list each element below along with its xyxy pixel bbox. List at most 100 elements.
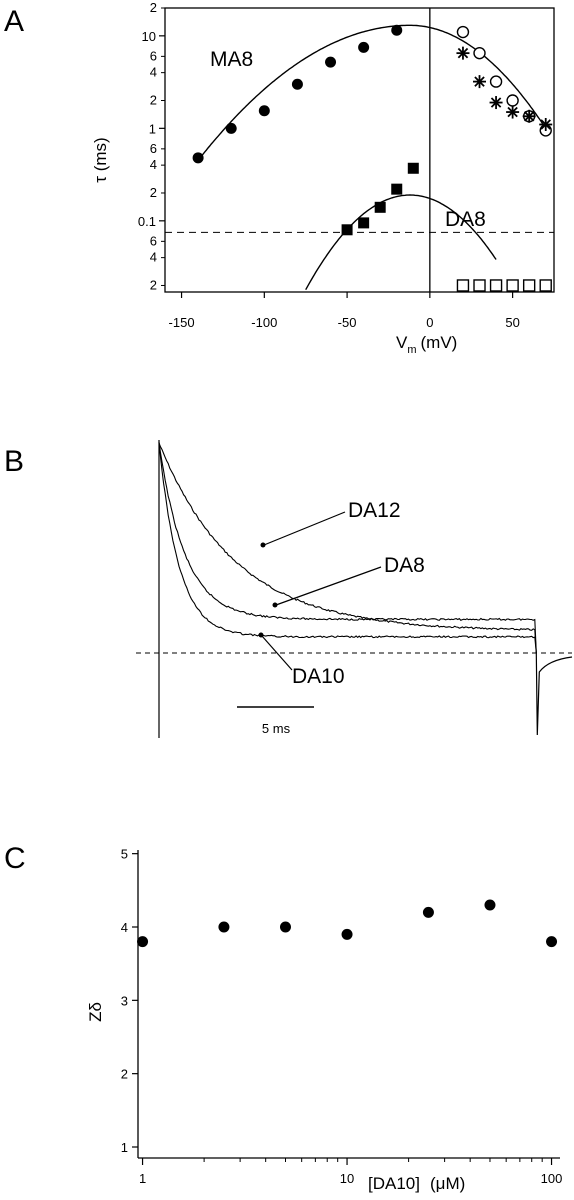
filled-circle-point — [225, 122, 237, 134]
asterisk-point — [473, 75, 487, 89]
current-trace-da8 — [158, 442, 537, 654]
y-tick-label-c: 4 — [121, 920, 128, 935]
current-trace-da12 — [158, 442, 537, 654]
panel-c-markers — [137, 899, 558, 948]
x-tick-label-a: 50 — [505, 315, 519, 330]
zdelta-point — [137, 936, 149, 948]
y-minor-tick-label-a: 4 — [150, 157, 157, 172]
open-square-point — [489, 279, 503, 292]
filled-circle-point — [391, 24, 403, 36]
y-minor-tick-label-a: 2 — [150, 185, 157, 200]
asterisk-stroke — [474, 76, 485, 87]
panel-b-label: B — [4, 445, 24, 478]
filled-circle-point — [258, 105, 270, 117]
panel-c: C 1 10 100 1 2 3 4 5 [DA10] (μM) Zδ — [4, 842, 562, 1193]
open-circle-point — [506, 94, 519, 107]
x-axis-title-c: [DA10] (μM) — [368, 1174, 465, 1193]
x-tick-label-a: 0 — [426, 315, 433, 330]
asterisk-stroke — [540, 119, 551, 130]
y-axis-title-c: Zδ — [86, 1002, 105, 1022]
asterisk-stroke — [507, 106, 518, 118]
y-minor-tick-label-a: 6 — [150, 48, 157, 63]
y-minor-tick-label-a: 4 — [150, 65, 157, 80]
fit-curve-da8 — [305, 194, 497, 291]
x-tick-label-c: 100 — [541, 1171, 563, 1186]
time-scale-bar-label: 5 ms — [262, 721, 291, 736]
asterisk-point — [456, 46, 470, 60]
open-square-point — [506, 279, 519, 292]
y-minor-tick-label-a: 2 — [150, 277, 157, 292]
filled-square-point — [374, 201, 386, 213]
panel-b: B DA12 DA8 DA10 5 ms — [4, 440, 573, 738]
panel-c-label: C — [4, 842, 26, 875]
filled-circle-point — [358, 41, 370, 53]
x-tick-label-a: -100 — [251, 315, 277, 330]
asterisk-stroke — [457, 47, 469, 59]
y-minor-tick-label-a: 6 — [150, 141, 157, 156]
y-minor-tick-label-a: 6 — [150, 233, 157, 248]
panel-c-ticks: 1 10 100 1 2 3 4 5 — [121, 847, 563, 1186]
y-minor-tick-label-a: 2 — [150, 0, 157, 15]
y-minor-tick-label-a: 4 — [150, 250, 157, 265]
current-traces — [158, 442, 573, 736]
arrow-line-da10 — [261, 635, 293, 671]
asterisk-point — [506, 105, 520, 119]
current-trace-da10 — [158, 442, 537, 654]
asterisk-stroke — [523, 111, 535, 122]
panel-a-markers — [192, 24, 553, 292]
y-axis-title-a: τ (ms) — [91, 137, 110, 182]
filled-square-point — [407, 162, 419, 174]
arrow-head-da8 — [272, 602, 278, 608]
filled-square-point — [358, 217, 370, 229]
y-minor-tick-label-a: 2 — [150, 92, 157, 107]
asterisk-point — [489, 96, 503, 110]
open-square-point — [473, 279, 486, 292]
zdelta-point — [341, 928, 353, 940]
filled-circle-point — [325, 56, 337, 68]
x-tick-label-c: 10 — [340, 1171, 354, 1186]
zdelta-point — [279, 921, 291, 933]
y-tick-label-a: 10 — [142, 29, 156, 44]
zdelta-point — [422, 906, 434, 918]
zdelta-point — [218, 921, 230, 933]
panel-a-fit-curves — [197, 24, 547, 291]
x-axis-title-a: Vm (mV) — [396, 333, 457, 356]
y-tick-label-a: 0.1 — [138, 214, 156, 229]
asterisk-stroke — [490, 97, 502, 108]
arrow-line-da12 — [263, 511, 346, 546]
y-tick-label-c: 3 — [121, 993, 128, 1008]
asterisk-point — [522, 109, 536, 123]
fit-curve-ma8 — [197, 24, 547, 161]
trace-label-da12: DA12 — [348, 499, 401, 522]
y-tick-label-c: 1 — [121, 1140, 128, 1155]
tail-current-trace — [535, 652, 573, 736]
panel-a-plot-frame — [164, 7, 555, 293]
x-tick-label-a: -50 — [338, 315, 357, 330]
open-circle-point — [456, 25, 470, 39]
x-tick-label-a: -150 — [169, 315, 195, 330]
arrow-head-da12 — [260, 542, 266, 548]
series-label-da8: DA8 — [445, 208, 486, 231]
arrow-head-da10 — [258, 632, 264, 638]
x-tick-label-c: 1 — [139, 1171, 146, 1186]
open-square-point — [522, 279, 536, 292]
trace-label-da10: DA10 — [292, 665, 345, 688]
panel-a-label: A — [4, 5, 24, 38]
y-tick-label-a: 1 — [149, 121, 156, 136]
filled-circle-point — [291, 78, 303, 90]
open-circle-point — [489, 75, 503, 88]
zdelta-point — [546, 936, 558, 948]
y-tick-label-c: 2 — [121, 1067, 128, 1082]
arrow-line-da8 — [275, 566, 382, 606]
filled-square-point — [391, 183, 403, 195]
zdelta-point — [484, 899, 496, 911]
y-tick-label-c: 5 — [121, 847, 128, 862]
filled-square-point — [341, 224, 353, 236]
open-circle-point — [473, 46, 486, 60]
series-label-ma8: MA8 — [210, 48, 253, 71]
filled-circle-point — [192, 152, 204, 164]
open-square-point — [456, 279, 470, 292]
